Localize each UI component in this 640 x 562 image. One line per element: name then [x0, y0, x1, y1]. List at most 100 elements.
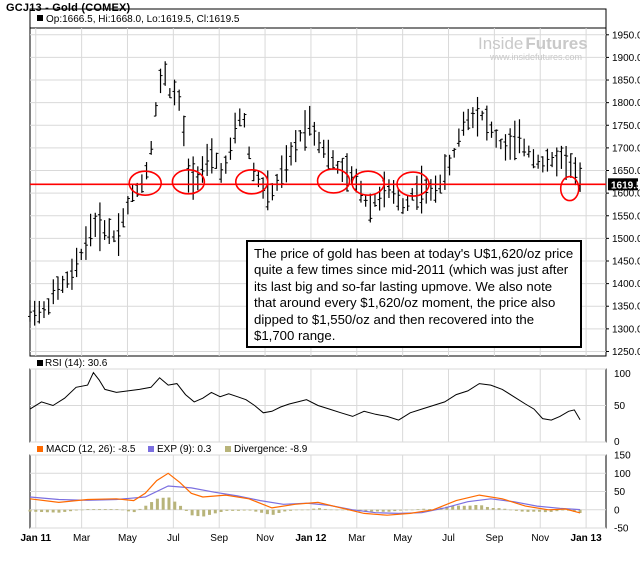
watermark-brand: Inside Futures	[478, 34, 588, 53]
divergence-bar	[103, 509, 107, 510]
price-tick-label: 1450.0	[612, 256, 640, 267]
price-tick-label: 1250.0	[612, 347, 640, 358]
divergence-bar	[549, 509, 553, 512]
divergence-bar	[561, 509, 565, 511]
circled-point	[234, 169, 269, 195]
macd-tick-label: 50	[614, 487, 626, 498]
price-legend: Op:1666.5, Hi:1668.0, Lo:1619.5, Cl:1619…	[46, 14, 240, 25]
divergence-bar	[341, 509, 345, 511]
divergence-bar	[480, 505, 484, 510]
x-tick-label: May	[393, 533, 412, 544]
exp-legend-marker	[148, 446, 154, 452]
last-price-box	[608, 178, 638, 191]
divergence-bar	[132, 509, 136, 513]
watermark-brand-a: Inside	[478, 34, 523, 53]
divergence-bar	[144, 505, 148, 510]
divergence-bar	[283, 509, 287, 512]
price-tick-label: 1900.0	[612, 53, 640, 64]
macd-legend: MACD (12, 26): -8.5	[46, 444, 136, 455]
divergence-bar	[335, 509, 339, 511]
price-tick-label: 1950.0	[612, 30, 640, 41]
divergence-bar	[503, 508, 507, 510]
price-tick-label: 1600.0	[612, 189, 640, 200]
divergence-bar	[520, 509, 524, 512]
divergence-bar	[323, 508, 327, 510]
price-legend-frame	[29, 8, 607, 29]
divergence-bar	[312, 508, 316, 510]
rsi-line	[29, 371, 581, 421]
macd-legend-marker	[37, 446, 43, 452]
divergence-bar	[115, 509, 119, 510]
divergence-bar	[63, 509, 67, 512]
divergence-bar	[260, 509, 264, 513]
divergence-bar	[173, 501, 177, 510]
divergence-bar	[74, 509, 78, 511]
divergence-bar	[300, 509, 304, 511]
circled-point	[351, 170, 385, 196]
divergence-bar	[306, 509, 310, 511]
divergence-bar	[329, 509, 333, 511]
x-tick-label: Jul	[442, 533, 455, 544]
divergence-bar	[167, 497, 171, 510]
price-tick-label: 1400.0	[612, 279, 640, 290]
watermark-brand-b: Futures	[525, 34, 587, 53]
divergence-bar	[538, 509, 542, 512]
x-tick-label: Jan 13	[571, 533, 603, 544]
divergence-bar	[474, 505, 478, 510]
divergence-bar	[161, 497, 165, 510]
divergence-bar	[97, 509, 101, 510]
x-tick-label: May	[118, 533, 137, 544]
divergence-bar	[236, 509, 240, 511]
price-bars	[28, 61, 583, 326]
divergence-bar	[242, 509, 246, 511]
price-tick-label: 1850.0	[612, 76, 640, 87]
divergence-bar	[543, 509, 547, 513]
divergence-bar	[526, 509, 530, 512]
divergence-bar	[451, 506, 455, 510]
x-tick-label: Nov	[531, 533, 549, 544]
rsi-tick-label: 0	[614, 437, 620, 448]
divergence-bar	[404, 509, 408, 511]
axis-labels: Jan 11 Mar May Jul Sep Nov Jan 12 Mar May Jul Sep N…	[20, 30, 640, 544]
divergence-bar	[57, 509, 61, 513]
x-tick-label: Jan 12	[295, 533, 327, 544]
divergence-bar	[416, 509, 420, 510]
exp-line	[29, 485, 581, 515]
divergence-legend-marker	[225, 446, 231, 452]
price-tick-label: 1700.0	[612, 143, 640, 154]
x-tick-label: Jul	[167, 533, 180, 544]
x-tick-label: Jan 11	[20, 533, 51, 544]
divergence-bar	[202, 509, 206, 517]
divergence-bar	[456, 505, 460, 510]
macd-group	[28, 472, 582, 517]
divergence-bar	[318, 508, 322, 510]
rsi-line-group	[29, 371, 581, 421]
divergence-bar	[428, 509, 432, 510]
divergence-bar	[51, 509, 55, 513]
rsi-legend-marker	[37, 360, 43, 366]
price-tick-label: 1500.0	[612, 234, 640, 245]
divergence-bar	[213, 509, 217, 514]
circled-point	[396, 171, 430, 197]
circled-point	[559, 175, 580, 202]
divergence-bar	[86, 509, 90, 510]
price-tick-label: 1550.0	[612, 211, 640, 222]
divergence-legend: Divergence: -8.9	[234, 444, 308, 455]
divergence-bar	[532, 509, 536, 512]
divergence-bar	[422, 508, 426, 510]
divergence-bar	[462, 505, 466, 510]
reference-line-group: 1619.5	[30, 178, 640, 191]
rsi-tick-label: 50	[614, 401, 626, 412]
macd-tick-label: -50	[614, 524, 629, 535]
price-tick-label: 1800.0	[612, 98, 640, 109]
divergence-bar	[381, 509, 385, 512]
divergence-bar	[578, 509, 582, 513]
divergence-bar	[445, 506, 449, 510]
circled-point	[316, 168, 351, 194]
divergence-bar	[254, 509, 258, 512]
divergence-bar	[219, 509, 223, 512]
rsi-legend: RSI (14): 30.6	[45, 358, 108, 369]
divergence-bar	[399, 509, 403, 511]
watermark-url: www.insidefutures.com	[489, 52, 582, 62]
x-tick-label: Mar	[348, 533, 366, 544]
